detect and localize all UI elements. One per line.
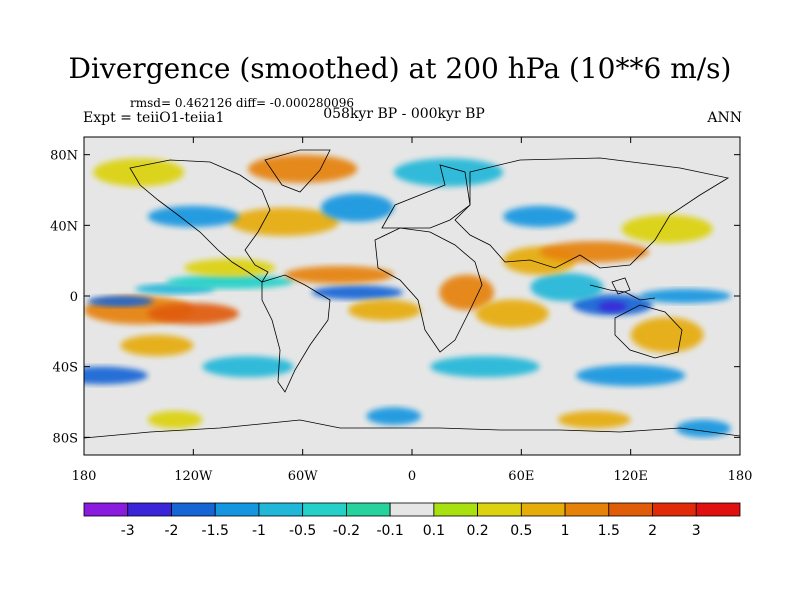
colorbar-box: [608, 502, 653, 517]
lon-tick-label: 180: [728, 469, 753, 484]
field-blob: [430, 356, 540, 378]
colorbar-label: -3: [121, 523, 135, 539]
coastline-europe: [381, 164, 471, 229]
lat-tick-label: 80N: [50, 149, 78, 164]
colorbar-box: [171, 502, 216, 517]
field-blob: [147, 205, 239, 228]
field-blob: [284, 265, 394, 284]
lat-tick-label: 80S: [53, 431, 78, 446]
field-blob: [557, 410, 631, 429]
coastline-africa: [374, 227, 483, 353]
field-blob: [439, 274, 494, 311]
field-blob: [639, 288, 731, 304]
field-blob: [539, 241, 649, 263]
colorbar-box: [83, 502, 129, 517]
field-blob: [229, 207, 340, 236]
coastline-asia: [454, 157, 730, 269]
field-blob: [320, 193, 394, 222]
field-blob: [93, 158, 185, 187]
field-blob: [621, 214, 713, 243]
colorbar-label: -0.5: [289, 523, 316, 539]
field-blob: [147, 303, 239, 325]
colorbar-box: [389, 502, 435, 517]
field-blob: [530, 273, 604, 302]
lat-tick-label: 40N: [50, 219, 78, 234]
coastline-north-america: [129, 159, 271, 283]
colorbar-label: -0.1: [376, 523, 403, 539]
field-blob: [120, 334, 194, 357]
colorbar-label: 1: [561, 523, 570, 539]
colorbar-box: [345, 502, 391, 517]
field-blob: [366, 407, 422, 425]
coastlines: [84, 149, 740, 439]
lon-tick-label: 120W: [174, 469, 213, 484]
coastline-australia: [614, 304, 683, 359]
colorbar-label: 1.5: [598, 523, 620, 539]
field-blob: [184, 258, 276, 277]
axis-ticks: [83, 137, 741, 455]
field-blob: [84, 366, 148, 385]
lat-tick-label: 0: [70, 290, 78, 305]
lon-tick-label: 60W: [288, 469, 319, 484]
divergence-field: [84, 154, 731, 438]
map-title: Divergence (smoothed) at 200 hPa (10**6 …: [68, 52, 732, 85]
colorbar-label: 3: [692, 523, 701, 539]
colorbar-box: [433, 502, 479, 517]
colorbar-box: [652, 502, 697, 517]
period-label: 058kyr BP - 000kyr BP: [323, 106, 485, 122]
colorbar-label: 0.2: [466, 523, 488, 539]
lon-tick-label: 120E: [614, 469, 648, 484]
colorbar-box: [695, 502, 741, 517]
field-blob: [393, 158, 504, 187]
lat-tick-label: 40S: [53, 361, 78, 376]
field-blob: [475, 299, 549, 328]
field-blob: [202, 356, 294, 378]
field-blob: [503, 205, 576, 228]
coastline-greenland: [264, 149, 331, 193]
axis-labels: 80N 40N 0 40S 80S 180 120W 60W 0 60E 120E 180: [50, 149, 752, 484]
lon-tick-label: 60E: [508, 469, 534, 484]
colorbar-box: [258, 502, 304, 517]
colorbar-label: -1.5: [202, 523, 229, 539]
season-label: ANN: [707, 110, 742, 126]
colorbar-box: [302, 502, 347, 517]
field-blob: [597, 301, 628, 312]
field-blob: [576, 364, 686, 387]
colorbar-label: -0.2: [333, 523, 360, 539]
coastline-borneo: [611, 277, 631, 295]
experiment-label: Expt = teiiO1-teiia1: [83, 110, 225, 126]
colorbar-box: [477, 502, 522, 517]
lon-tick-label: 180: [72, 469, 97, 484]
colorbar-box: [214, 502, 260, 517]
lon-tick-label: 0: [408, 469, 416, 484]
colorbar-box: [127, 502, 172, 517]
colorbar: -3 -2 -1.5 -1 -0.5 -0.2 -0.1 0.1 0.2 0.5 1 1.5 2 3: [83, 502, 741, 539]
field-blob: [147, 410, 203, 429]
colorbar-label: -1: [252, 523, 266, 539]
coastline-south-america: [261, 274, 331, 393]
field-blob: [630, 317, 704, 353]
field-blob: [247, 154, 358, 183]
colorbar-box: [520, 502, 566, 517]
field-blob: [348, 299, 422, 321]
field-blob: [87, 296, 154, 307]
colorbar-label: 0.5: [510, 523, 532, 539]
colorbar-label: 2: [648, 523, 657, 539]
colorbar-label: -2: [164, 523, 178, 539]
map-plot-area: 80N 40N 0 40S 80S 180 120W 60W 0 60E 120E 180: [50, 136, 752, 484]
coastline-antarctica: [84, 419, 740, 439]
colorbar-label: 0.1: [423, 523, 445, 539]
field-blob: [311, 285, 403, 300]
field-blob: [166, 274, 294, 289]
statistics-label: rmsd= 0.462126 diff= -0.000280096: [130, 96, 355, 110]
colorbar-box: [564, 502, 610, 517]
